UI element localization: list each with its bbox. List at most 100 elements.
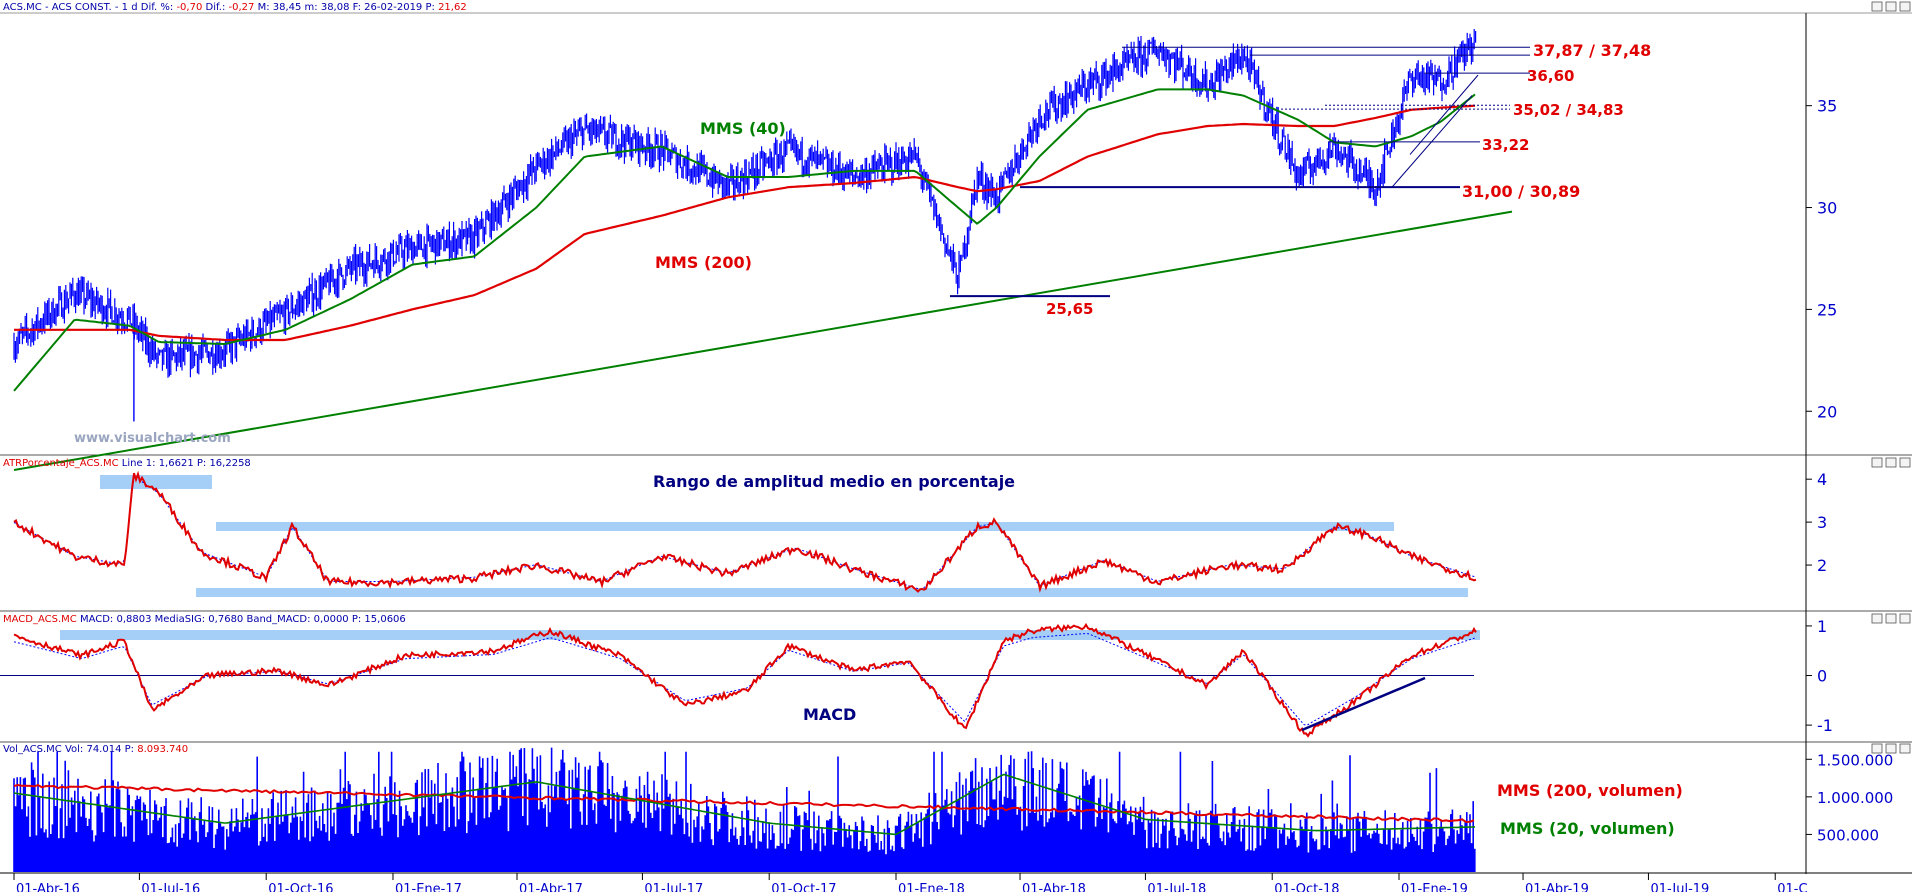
macd-line — [13, 622, 1477, 738]
price-header-part: P: — [425, 2, 438, 13]
x-axis-tick-label: 01-Abr-17 — [519, 882, 583, 892]
mms40-line — [13, 88, 1476, 392]
atr-header-part: 16,2258 — [209, 458, 250, 469]
x-axis-tick-label: 01-Oct-18 — [1274, 882, 1339, 892]
level-label-33-22: 33,22 — [1482, 136, 1529, 154]
macd-divergence-line — [1301, 676, 1426, 732]
price-axis-tick-label: 25 — [1817, 300, 1837, 319]
x-axis-tick-label: 01-Jul-18 — [1147, 882, 1206, 892]
atr-header-part: Line 1: — [122, 458, 159, 469]
vol-restore-icon[interactable] — [1885, 743, 1897, 754]
macd-header: MACD_ACS.MC MACD: 0,8803 MediaSIG: 0,768… — [3, 614, 406, 625]
price-header-part: F: 26-02-2019 — [353, 2, 426, 13]
atr-axis-tick-label: 2 — [1817, 556, 1827, 575]
price-header-part: -0,27 — [229, 2, 258, 13]
atr-axis-tick-label: 4 — [1817, 470, 1827, 489]
x-axis-tick-label: 01-Abr-19 — [1525, 882, 1589, 892]
highlight-band-2 — [216, 522, 1394, 531]
price-header-part: -0,70 — [176, 2, 205, 13]
vol-header-part: P: — [125, 744, 138, 755]
atr-header: ATRPorcentaje_ACS.MC Line 1: 1,6621 P: 1… — [3, 458, 251, 469]
level-label-31-00: 31,00 / 30,89 — [1462, 182, 1580, 201]
macd-header-part: 0,8803 — [116, 614, 154, 625]
price-header-part: 21,62 — [438, 2, 467, 13]
atr-line — [13, 470, 1477, 593]
macd-header-part: 15,0606 — [364, 614, 405, 625]
atr-header-part: 1,6621 — [159, 458, 197, 469]
short-trendline-2 — [1409, 74, 1479, 155]
macd-signal-line — [13, 633, 1476, 726]
price-axis-tick-label: 20 — [1817, 402, 1837, 421]
price-header-part: ACS.MC - ACS CONST. - — [3, 2, 122, 13]
vol-header-part: 74.014 — [86, 744, 124, 755]
x-axis-tick-label: 01-Jul-19 — [1650, 882, 1709, 892]
macd-header-part: 0,0000 — [314, 614, 352, 625]
vol-mms200-line — [13, 783, 1475, 824]
vol-header-part: 8.093.740 — [137, 744, 188, 755]
price-header-part: Dif.: — [206, 2, 229, 13]
x-axis-tick-label: 01-Jul-17 — [644, 882, 703, 892]
highlight-band-4 — [60, 630, 1480, 640]
vol-mms200-label: MMS (200, volumen) — [1497, 781, 1683, 800]
macd-axis-tick-label: 0 — [1817, 667, 1827, 686]
atr-minimize-icon[interactable] — [1871, 457, 1883, 468]
macd-axis-tick-label: -1 — [1817, 716, 1833, 735]
macd-header-part: MACD: — [80, 614, 117, 625]
price-restore-icon[interactable] — [1885, 1, 1897, 12]
highlight-band-3 — [196, 588, 1468, 597]
macd-close-icon[interactable] — [1899, 613, 1911, 624]
volume-bars — [13, 747, 1476, 872]
atr-signal-line — [13, 475, 1476, 590]
vol-header-part: Vol_ACS.MC — [3, 744, 65, 755]
vol-axis-tick-label: 500.000 — [1817, 826, 1879, 844]
mms40-label: MMS (40) — [700, 119, 786, 138]
level-label-36-60: 36,60 — [1527, 67, 1574, 85]
macd-header-part: MediaSIG: — [155, 614, 209, 625]
price-axis-tick-label: 30 — [1817, 199, 1837, 218]
price-minimize-icon[interactable] — [1871, 1, 1883, 12]
macd-header-part: Band_MACD: — [246, 614, 313, 625]
level-label-25-65: 25,65 — [1046, 300, 1093, 318]
price-header-part: 1 d — [122, 2, 141, 13]
x-axis-tick-label: 01-Oct-16 — [268, 882, 333, 892]
price-header-part: M: 38,45 — [258, 2, 305, 13]
long-term-trendline — [13, 210, 1513, 471]
vol-mms20-label: MMS (20, volumen) — [1500, 819, 1675, 838]
vol-mms20-line — [13, 773, 1476, 836]
atr-title: Rango de amplitud medio en porcentaje — [653, 472, 1015, 491]
macd-header-part: 0,7680 — [208, 614, 246, 625]
x-axis-tick-label: 01-Ene-19 — [1401, 882, 1468, 892]
watermark: www.visualchart.com — [74, 431, 231, 446]
macd-axis-tick-label: 1 — [1817, 617, 1827, 636]
price-header-part: Dif. %: — [141, 2, 177, 13]
macd-minimize-icon[interactable] — [1871, 613, 1883, 624]
x-axis-tick-label: 01-C — [1777, 882, 1807, 892]
x-axis-tick-label: 01-Ene-17 — [395, 882, 462, 892]
macd-header-part: MACD_ACS.MC — [3, 614, 80, 625]
atr-close-icon[interactable] — [1899, 457, 1911, 468]
price-header-bar — [0, 0, 1912, 13]
x-axis-tick-label: 01-Abr-16 — [16, 882, 80, 892]
price-header: ACS.MC - ACS CONST. - 1 d Dif. %: -0,70 … — [3, 2, 467, 13]
short-trendline-1 — [1391, 95, 1473, 188]
x-axis-tick-label: 01-Oct-17 — [771, 882, 836, 892]
vol-header: Vol_ACS.MC Vol: 74.014 P: 8.093.740 — [3, 744, 188, 755]
atr-header-part: P: — [197, 458, 210, 469]
vol-minimize-icon[interactable] — [1871, 743, 1883, 754]
price-axis-tick-label: 35 — [1817, 97, 1837, 116]
highlight-band-1 — [100, 475, 212, 489]
atr-axis-tick-label: 3 — [1817, 513, 1827, 532]
vol-axis-tick-label: 1.000.000 — [1817, 789, 1893, 807]
vol-close-icon[interactable] — [1899, 743, 1911, 754]
atr-restore-icon[interactable] — [1885, 457, 1897, 468]
vol-axis-tick-label: 1.500.000 — [1817, 751, 1893, 769]
x-axis-tick-label: 01-Jul-16 — [141, 882, 200, 892]
x-axis-tick-label: 01-Ene-18 — [898, 882, 965, 892]
mms200-line — [14, 104, 1476, 342]
price-header-part: m: 38,08 — [305, 2, 353, 13]
atr-header-part: ATRPorcentaje_ACS.MC — [3, 458, 122, 469]
price-close-icon[interactable] — [1899, 1, 1911, 12]
vol-header-part: Vol: — [65, 744, 87, 755]
macd-restore-icon[interactable] — [1885, 613, 1897, 624]
